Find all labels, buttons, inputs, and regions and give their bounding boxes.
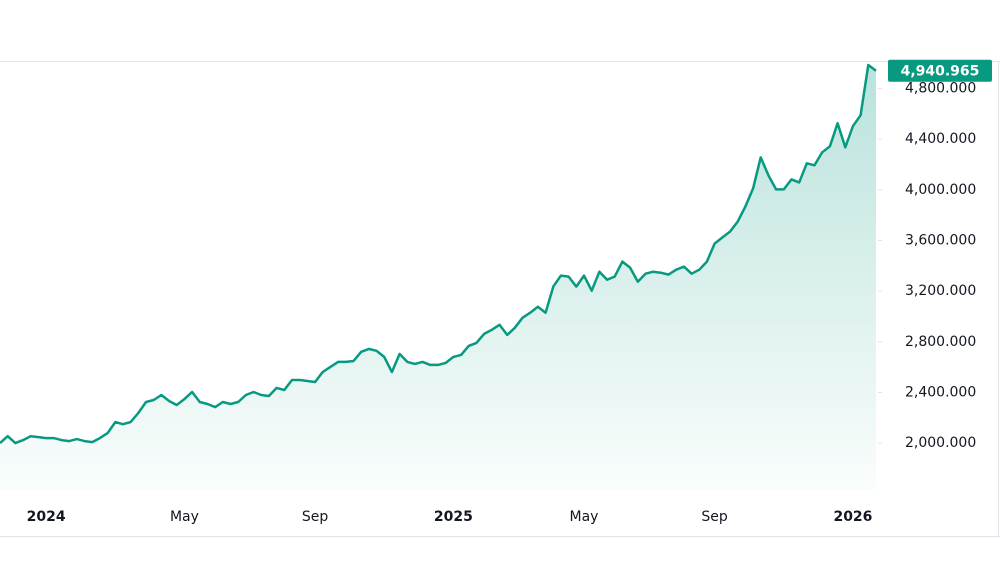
y-tick-label: 2,000.000 [905,435,976,451]
area [0,65,876,490]
x-tick-label: 2024 [27,509,66,525]
last-value-badge [888,59,992,82]
y-tick-label: 2,800.000 [905,334,976,350]
x-tick-label: 2025 [434,509,473,525]
x-tick-label: May [170,509,199,525]
x-tick-label: Sep [701,509,728,525]
last-value-label: 4,940.965 [901,64,980,80]
x-tick-label: Sep [302,509,329,525]
y-tick-label: 4,400.000 [905,131,976,147]
y-tick-label: 4,800.000 [905,81,976,97]
line [0,63,877,445]
y-tick-label: 2,400.000 [905,384,976,400]
x-tick-label: 2026 [833,509,872,525]
y-tick-label: 3,200.000 [905,283,976,299]
x-tick-label: May [570,509,599,525]
y-tick-label: 4,000.000 [905,182,976,198]
y-tick-label: 3,600.000 [905,233,976,249]
